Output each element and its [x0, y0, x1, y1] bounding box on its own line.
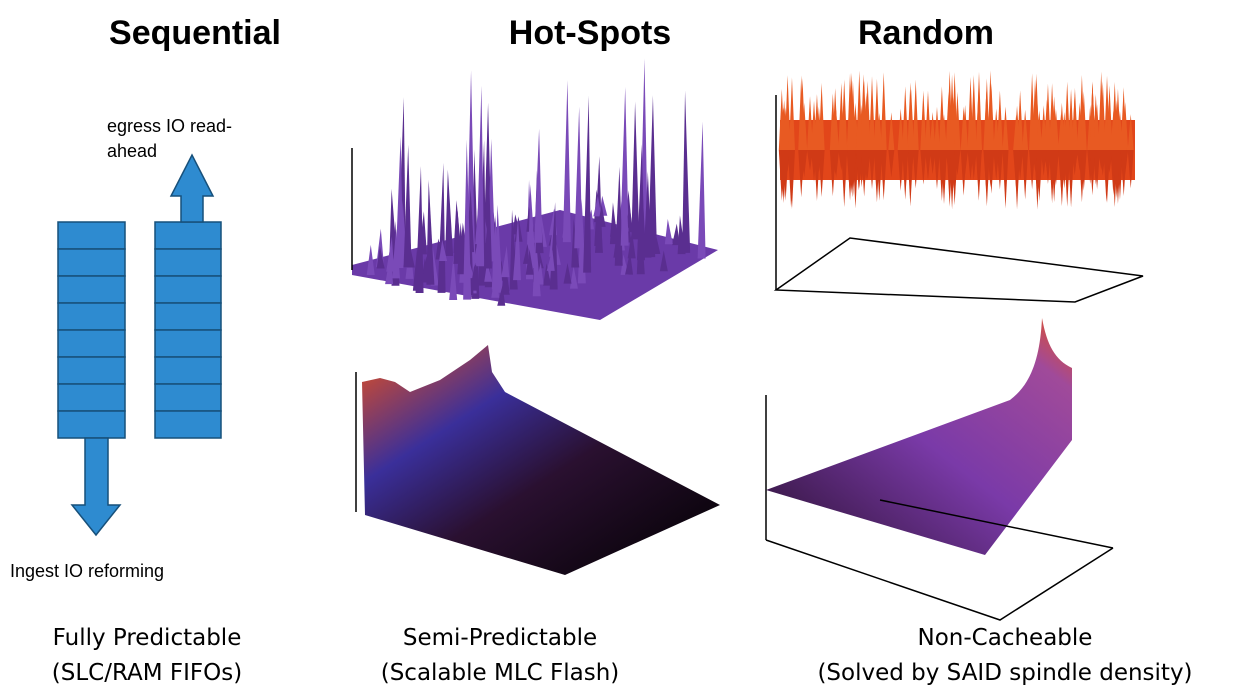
random-plane	[766, 318, 1113, 620]
spike	[682, 91, 690, 253]
column-title: Hot-Spots	[509, 14, 671, 52]
hotspot-curve-surface	[356, 345, 720, 575]
spike	[976, 84, 982, 150]
fifo-cell	[58, 411, 125, 438]
spike	[583, 96, 591, 273]
caption: Semi-Predictable	[403, 625, 597, 651]
caption: (Solved by SAID spindle density)	[817, 660, 1192, 686]
fifo-cell	[155, 384, 221, 411]
spike	[874, 79, 880, 150]
spike	[454, 200, 462, 253]
column-title: Random	[858, 14, 994, 52]
fifo-cell	[58, 222, 125, 249]
spike	[534, 129, 542, 243]
spike	[881, 72, 887, 150]
fifo-cell	[155, 411, 221, 438]
ingest-arrow	[72, 438, 120, 535]
fifo-cell	[58, 276, 125, 303]
spike	[631, 101, 639, 239]
fifo-cell	[155, 222, 221, 249]
spike	[913, 80, 919, 150]
spike	[665, 219, 673, 244]
caption: (SLC/RAM FIFOs)	[52, 660, 242, 686]
fifo-cell	[155, 276, 221, 303]
caption: Non-Cacheable	[918, 625, 1093, 651]
fifo-stacks	[58, 222, 221, 438]
spike	[426, 180, 434, 285]
fifo-cell	[155, 330, 221, 357]
egress-label: egress IO read-	[107, 116, 232, 136]
fifo-cell	[155, 249, 221, 276]
spike	[902, 86, 908, 150]
spike	[574, 107, 582, 249]
spike	[621, 129, 629, 246]
spike	[445, 169, 453, 256]
random-surface	[776, 70, 1143, 302]
spike	[698, 122, 706, 259]
slide: Sequential Hot-Spots Random egress IO re…	[0, 0, 1260, 696]
egress-label: ahead	[107, 141, 157, 161]
fifo-cell	[155, 357, 221, 384]
fifo-cell	[58, 303, 125, 330]
fifo-cell	[58, 249, 125, 276]
caption: (Scalable MLC Flash)	[381, 660, 620, 686]
fifo-cell	[58, 330, 125, 357]
fifo-cell	[58, 384, 125, 411]
fifo-cell	[155, 303, 221, 330]
egress-arrow	[171, 155, 213, 222]
caption: Fully Predictable	[53, 625, 242, 651]
column-title: Sequential	[109, 14, 281, 52]
spike	[438, 163, 446, 293]
hotspot-surface	[352, 58, 718, 320]
ingest-label: Ingest IO reforming	[10, 561, 164, 581]
fifo-cell	[58, 357, 125, 384]
spike	[563, 80, 571, 242]
